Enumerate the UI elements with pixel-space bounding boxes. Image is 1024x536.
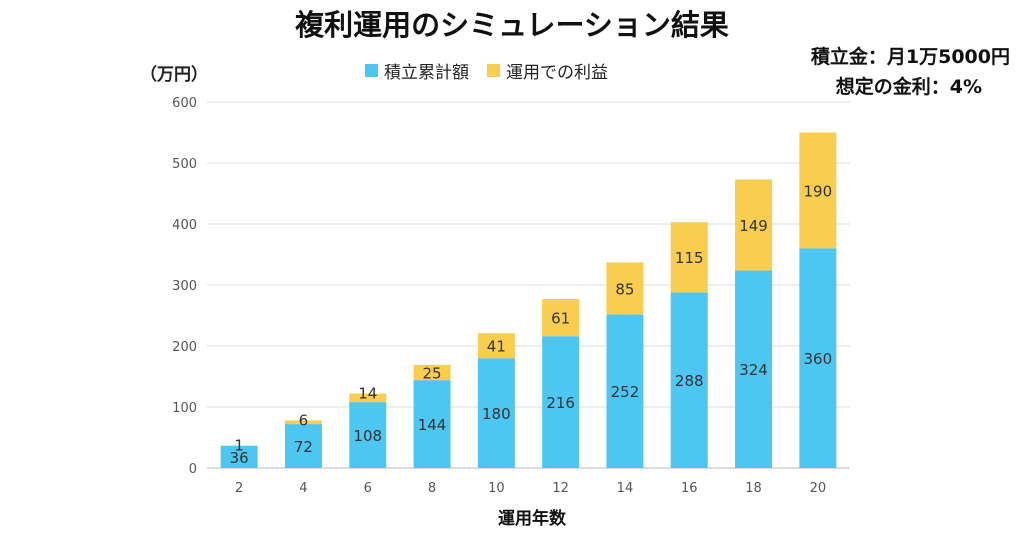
x-tick-label: 6 <box>364 481 372 496</box>
bar-contribution <box>542 336 580 468</box>
data-label-contribution: 288 <box>675 372 704 390</box>
x-tick-label: 10 <box>488 481 505 496</box>
bar-contribution <box>349 402 387 468</box>
legend-swatch-contribution <box>365 64 378 77</box>
bar-profit <box>606 262 644 315</box>
data-label-profit: 190 <box>804 182 833 200</box>
bar-contribution <box>413 380 451 468</box>
y-axis-unit-label: （万円） <box>140 65 208 85</box>
data-label-contribution: 324 <box>739 361 768 379</box>
legend-item-profit: 運用での利益 <box>487 58 608 83</box>
data-label-contribution: 180 <box>482 405 511 423</box>
y-tick-label: 400 <box>172 218 197 233</box>
data-label-profit: 85 <box>615 280 634 298</box>
data-label-contribution: 72 <box>294 438 313 456</box>
y-tick-label: 100 <box>172 401 197 416</box>
bar-contribution <box>670 292 708 468</box>
data-label-contribution: 108 <box>353 427 382 445</box>
bar-profit <box>284 420 322 425</box>
interest-rate-note: 想定の金利：4% <box>835 76 982 98</box>
data-label-profit: 6 <box>299 411 309 429</box>
y-tick-label: 200 <box>172 340 197 355</box>
x-tick-label: 12 <box>552 481 569 496</box>
bar-profit <box>542 299 580 337</box>
monthly-contribution-note: 積立金：月1万5000円 <box>810 46 1010 68</box>
x-tick-label: 8 <box>428 481 436 496</box>
bar-profit <box>413 364 451 381</box>
chart-legend: 積立累計額 運用での利益 <box>365 58 608 83</box>
bar-contribution <box>220 446 258 468</box>
x-tick-label: 20 <box>810 481 827 496</box>
data-label-contribution: 360 <box>804 350 833 368</box>
data-label-contribution: 36 <box>230 449 249 467</box>
legend-swatch-profit <box>487 64 500 77</box>
legend-label-profit: 運用での利益 <box>506 63 608 83</box>
x-tick-label: 14 <box>617 481 634 496</box>
data-label-contribution: 216 <box>546 394 575 412</box>
bar-contribution <box>799 248 837 468</box>
data-label-profit: 61 <box>551 310 570 328</box>
data-label-profit: 41 <box>487 338 506 356</box>
x-tick-label: 16 <box>681 481 698 496</box>
data-label-contribution: 144 <box>418 416 447 434</box>
legend-item-contribution: 積立累計額 <box>365 58 469 83</box>
data-label-contribution: 252 <box>611 383 640 401</box>
x-tick-label: 18 <box>745 481 762 496</box>
bar-profit <box>799 132 837 249</box>
x-axis-label: 運用年数 <box>498 509 566 529</box>
bar-contribution <box>606 314 644 468</box>
legend-label-contribution: 積立累計額 <box>384 63 469 83</box>
data-label-profit: 25 <box>423 365 442 383</box>
y-tick-label: 500 <box>172 157 197 172</box>
data-label-profit: 115 <box>675 249 704 267</box>
bar-contribution <box>477 358 515 468</box>
bar-profit <box>670 222 708 293</box>
bar-profit <box>477 333 515 359</box>
x-tick-label: 2 <box>235 481 243 496</box>
y-tick-label: 300 <box>172 279 197 294</box>
data-label-profit: 149 <box>739 217 768 235</box>
y-tick-label: 0 <box>189 462 197 477</box>
bar-contribution <box>284 424 322 468</box>
bar-contribution <box>735 270 773 468</box>
y-tick-label: 600 <box>172 96 197 111</box>
bar-profit <box>349 393 387 403</box>
bar-profit <box>735 179 773 271</box>
data-label-profit: 1 <box>234 436 244 454</box>
chart-title: 複利運用のシミュレーション結果 <box>295 8 729 42</box>
bar-profit <box>220 445 258 447</box>
data-label-profit: 14 <box>358 385 377 403</box>
x-tick-label: 4 <box>299 481 307 496</box>
